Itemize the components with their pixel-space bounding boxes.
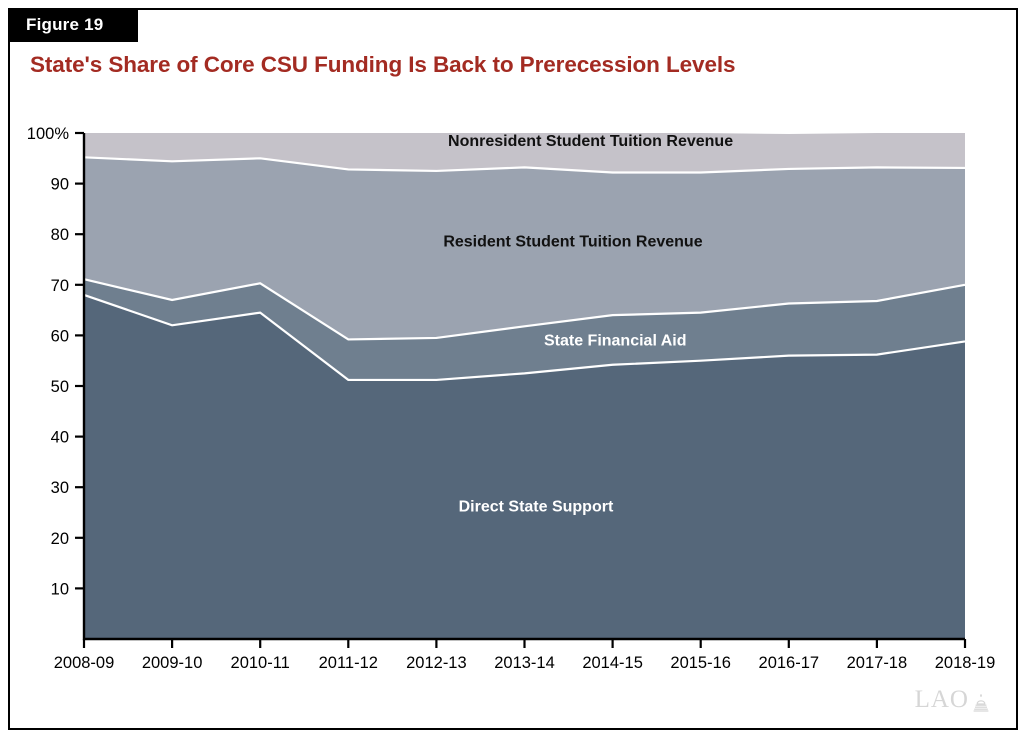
lao-logo-text: LAO <box>914 686 969 713</box>
band-separator-1 <box>83 278 966 341</box>
y-axis-label: 20 <box>51 530 69 548</box>
band-separator-2 <box>83 156 966 174</box>
y-axis-label: 100% <box>27 125 70 143</box>
area-band-3 <box>84 133 965 173</box>
figure-frame: 10 20 30 40 50 60 70 80 90 100% 2008-09 2009-10 2010… <box>8 8 1018 730</box>
x-axis-label: 2008-09 <box>54 654 115 672</box>
x-axis-label: 2011-12 <box>319 654 378 672</box>
y-axis-label: 80 <box>51 226 69 244</box>
chart-area: 10 20 30 40 50 60 70 80 90 100% 2008-09 2009-10 2010… <box>10 10 1020 732</box>
x-axis-label: 2017-18 <box>847 654 908 672</box>
series-label-3: Direct State Support <box>459 498 614 515</box>
chart-title: State's Share of Core CSU Funding Is Bac… <box>30 52 736 77</box>
x-axis-label: 2014-15 <box>582 654 643 672</box>
series-label-0: Nonresident Student Tuition Revenue <box>448 133 733 150</box>
area-band-2 <box>84 157 965 340</box>
series-label-2: State Financial Aid <box>544 333 687 350</box>
x-axis-label: 2009-10 <box>142 654 203 672</box>
x-axis-label: 2016-17 <box>759 654 820 672</box>
x-axis-label: 2012-13 <box>406 654 467 672</box>
y-axis-label: 50 <box>51 378 69 396</box>
lao-logo: LAO <box>915 686 992 714</box>
y-axis-label: 70 <box>51 277 69 295</box>
y-axis-label: 40 <box>51 429 69 447</box>
x-axis-label: 2018-19 <box>935 654 996 672</box>
x-axis-label: 2010-11 <box>231 654 290 672</box>
figure-number-tag: Figure 19 <box>8 8 138 42</box>
area-band-0 <box>84 294 965 639</box>
x-axis-label: 2013-14 <box>494 654 555 672</box>
y-axis-label: 60 <box>51 327 69 345</box>
y-axis-label: 30 <box>51 479 69 497</box>
y-axis-label: 10 <box>51 580 69 598</box>
band-separator-0 <box>83 293 966 382</box>
series-label-1: Resident Student Tuition Revenue <box>443 233 702 250</box>
y-axis-label: 90 <box>51 176 69 194</box>
area-band-1 <box>84 279 965 380</box>
x-axis-label: 2015-16 <box>670 654 731 672</box>
capitol-dome-icon <box>970 692 992 714</box>
stacked-area-chart: 10 20 30 40 50 60 70 80 90 100% 2008-09 2009-10 2010… <box>27 125 996 672</box>
